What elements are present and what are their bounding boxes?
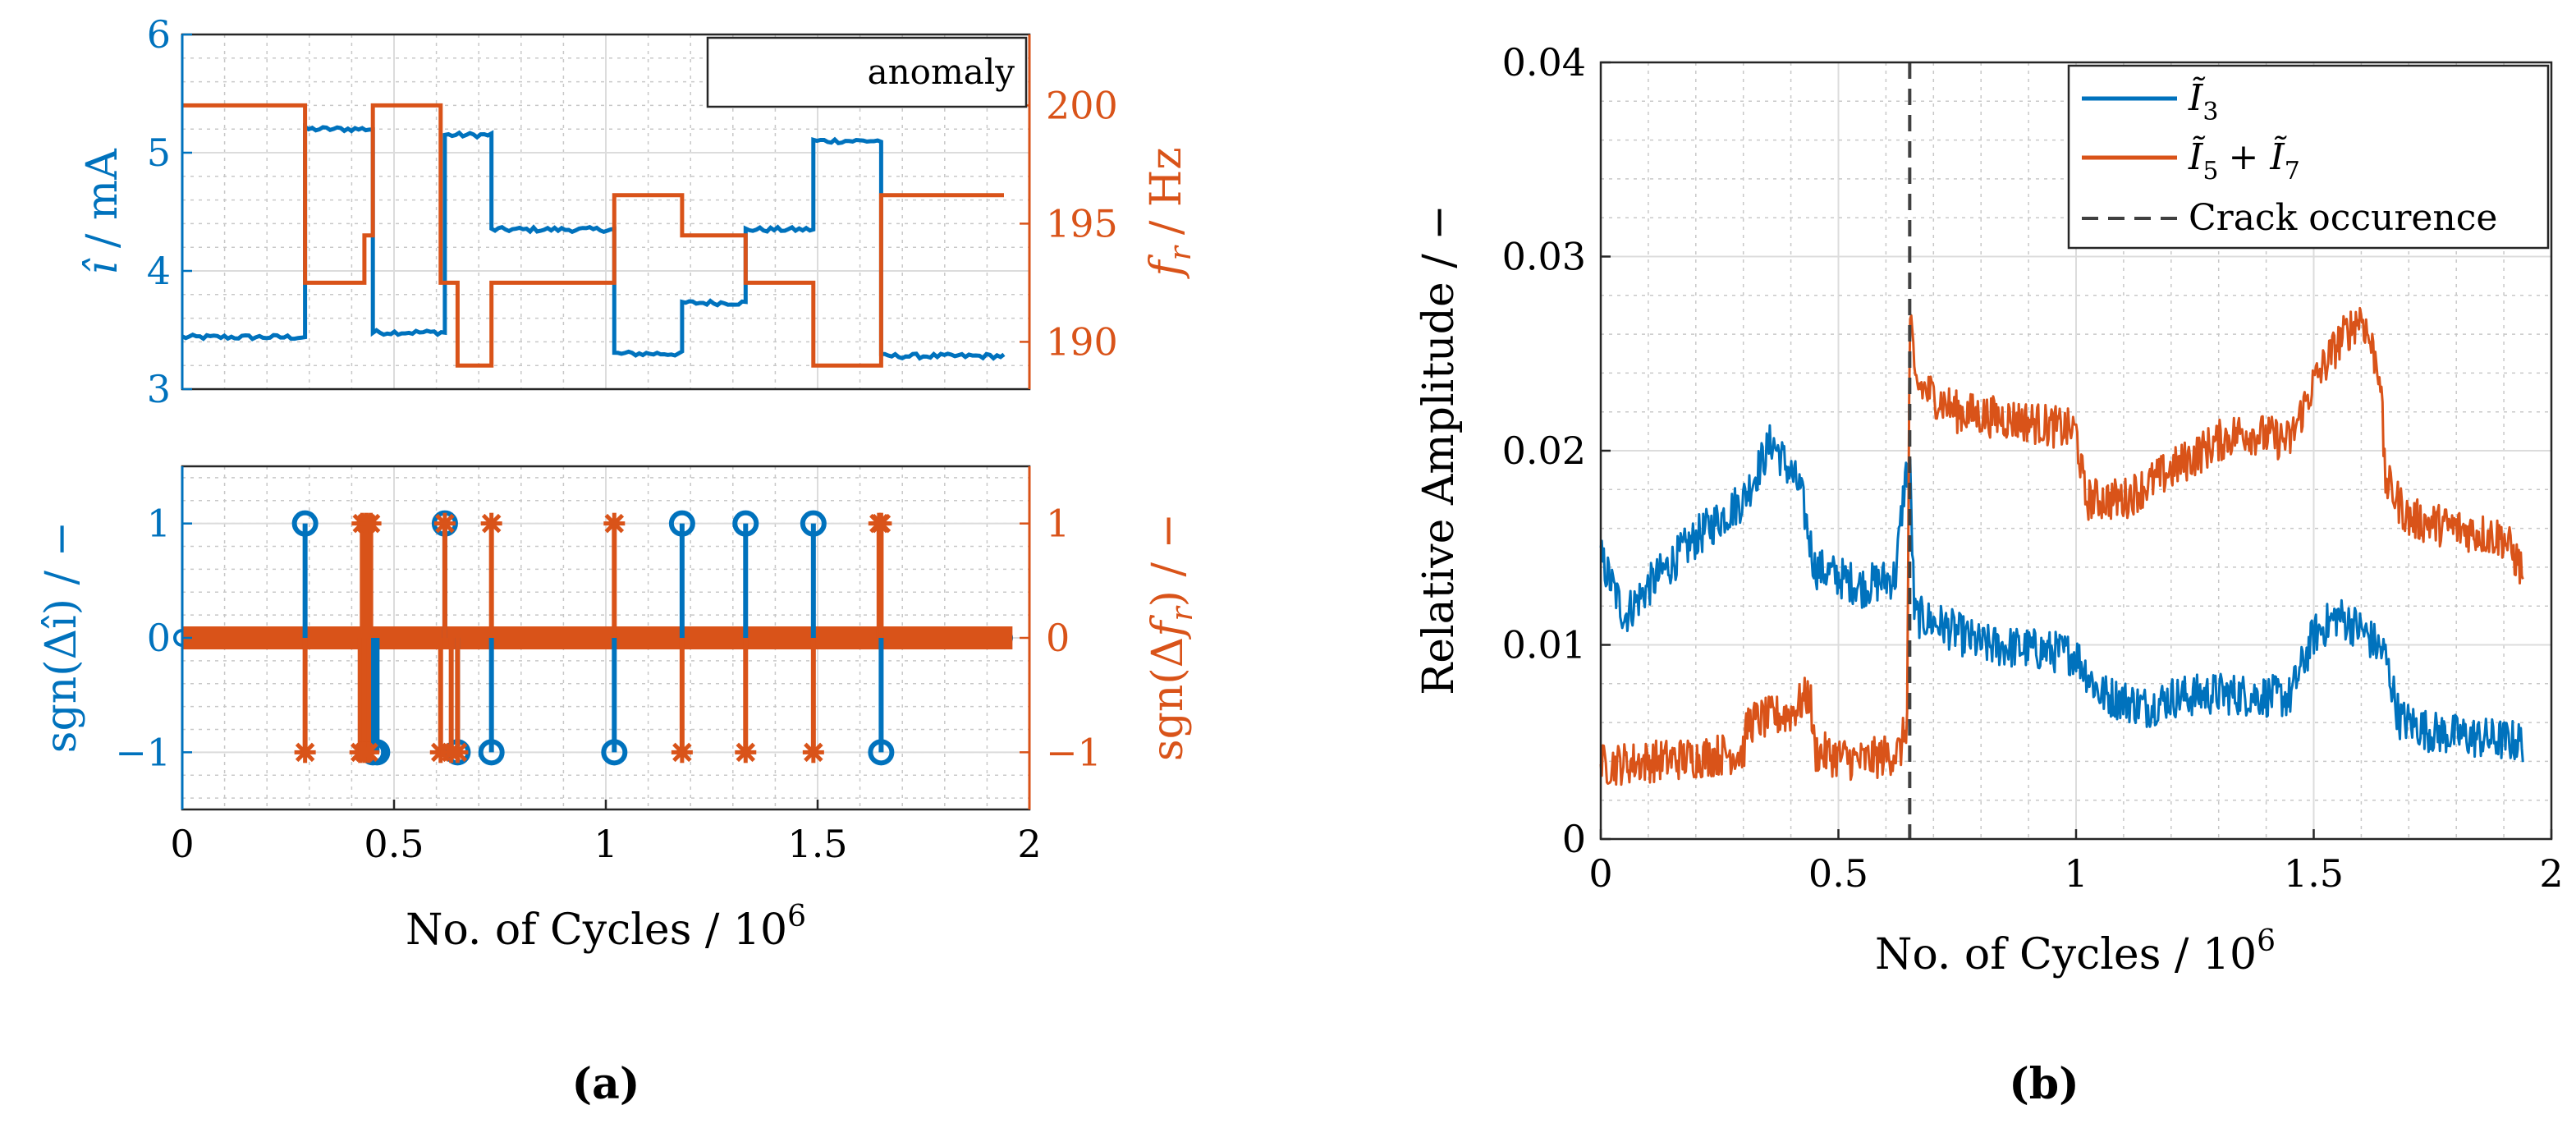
a-top-right-ylabel: fr/ Hz [1142,147,1198,279]
a-top-series [181,103,1006,368]
a-bottom-x-tick-label: 0.5 [364,822,424,866]
b-legend-i5-sub: 5 [2202,157,2218,186]
panel-a-bottom-chart: −1 0 1 −1 0 1 0 0.5 1 1.5 2 sgn(Δî) / − sgn(Δfr) /… [37,465,1199,955]
a-bottom-x-tick-label: 2 [1017,822,1041,866]
a-top-left-tick-label: 5 [147,131,171,175]
panel-b-chart: 00.010.020.030.040 0.5 1 1.5 2 Ĩ3 Ĩ5 + Ĩ7 Cra… [1414,40,2564,979]
panel-label-a: (a) [572,1059,640,1109]
a-bottom-stem-marker-circle [800,510,827,537]
a-bottom-stem-marker-asterisk [870,512,892,534]
b-legend-i3-symbol: Ĩ [2188,76,2206,119]
a-top-ticks: 3 4 5 6 190 195 200 [147,12,1118,411]
b-legend-i7-sub: 7 [2285,157,2300,186]
a-bottom-left-ylabel: sgn(Δî) / − [37,521,86,753]
a-bottom-x-tick-label: 1 [594,822,617,866]
a-bottom-stem-marker-asterisk [671,741,693,763]
b-line-I3 [1599,424,2524,763]
a-bottom-right-ylabel-sub: r [1166,606,1199,621]
a-bottom-stem-marker-asterisk [735,741,757,763]
b-y-tick-label: 0 [1562,817,1586,861]
a-bottom-stem-marker-asterisk [480,512,502,534]
a-top-line-current [181,122,1006,361]
panel-label-b: (b) [2009,1059,2079,1109]
a-top-right-tick-label: 190 [1046,319,1118,364]
a-bottom-stem-marker-circle [601,739,628,766]
a-top-legend: anomaly [706,36,1028,108]
a-top-legend-label: anomaly [868,52,1015,92]
b-x-tick-label: 0 [1588,851,1612,896]
a-bottom-xlabel: No. of Cycles / 106 [406,900,806,955]
a-top-right-ylabel-unit: / Hz [1142,147,1191,235]
b-xlabel-text: No. of Cycles / 10 [1875,930,2257,979]
a-bottom-right-ylabel-prefix: sgn(Δ [1144,637,1193,761]
a-bottom-right-tick-label: 0 [1046,616,1070,660]
a-top-right-ylabel-sub: r [1164,245,1198,260]
a-bottom-stem-marker-asterisk [433,512,456,534]
a-top-left-ylabel: î / mA [78,148,127,275]
b-legend-i7-symbol: + Ĩ [2228,135,2287,178]
a-bottom-right-tick-label: 1 [1046,502,1070,546]
b-legend: Ĩ3 Ĩ5 + Ĩ7 Crack occurence [2067,64,2550,250]
b-legend-i5-symbol: Ĩ [2188,135,2206,178]
b-xlabel-exponent: 6 [2257,924,2276,958]
b-y-tick-label: 0.04 [1502,40,1586,85]
b-series [1599,62,2524,839]
a-bottom-stems [173,510,1014,766]
b-ylabel: Relative Amplitude / − [1414,204,1464,695]
a-bottom-stem-marker-asterisk [358,741,380,763]
b-ticks: 0 0.01 0.02 0.03 0.04 0 0.5 1 1.5 2 [1502,40,2564,896]
a-top-right-tick-label: 195 [1046,201,1118,245]
b-y-tick-label: 0.01 [1502,623,1586,667]
b-legend-label-i3: Ĩ3 [2188,76,2218,126]
a-bottom-stem-marker-asterisk [603,512,626,534]
a-top-right-tick-label: 200 [1046,83,1118,127]
a-bottom-x-tick-label: 1.5 [787,822,847,866]
a-bottom-left-tick-label: 1 [147,502,171,546]
a-bottom-right-ylabel-suffix: ) / − [1144,513,1193,607]
a-bottom-left-tick-label: 0 [147,616,171,660]
b-x-tick-label: 1.5 [2284,851,2344,896]
b-x-tick-label: 2 [2539,851,2563,896]
a-bottom-stem-marker-circle [291,510,319,537]
a-top-line-frequency [182,103,1004,368]
a-bottom-left-tick-label: −1 [115,730,171,774]
a-top-left-ylabel-unit: / mA [78,148,127,248]
b-line-I5+I7 [1599,306,2524,786]
a-bottom-right-ylabel: sgn(Δfr) / − [1144,513,1199,761]
a-bottom-right-tick-label: −1 [1046,730,1102,774]
a-bottom-stem-marker-circle [868,739,895,766]
b-y-tick-label: 0.03 [1502,235,1586,279]
b-legend-i3-sub: 3 [2202,98,2218,126]
a-bottom-stem-marker-asterisk [447,741,469,763]
a-top-left-tick-label: 6 [147,12,171,57]
a-bottom-stem-marker-circle [668,510,695,537]
a-bottom-stem-marker-circle [732,510,759,537]
a-top-left-tick-label: 3 [147,367,171,411]
a-bottom-baseline-orange [182,626,1013,649]
b-x-tick-label: 1 [2064,851,2088,896]
a-top-left-ylabel-symbol: î [78,258,127,275]
a-bottom-xlabel-exponent: 6 [787,900,806,933]
b-legend-label-i5i7: Ĩ5 + Ĩ7 [2188,135,2300,186]
b-grid [1601,62,2551,839]
a-bottom-xlabel-text: No. of Cycles / 10 [406,906,787,955]
a-bottom-ticks: −1 0 1 −1 0 1 0 0.5 1 1.5 2 [115,466,1102,866]
a-bottom-stem-marker-asterisk [360,512,382,534]
a-bottom-stem-marker-asterisk [802,741,824,763]
b-legend-label-crack: Crack occurence [2189,197,2497,239]
b-x-tick-label: 0.5 [1808,851,1868,896]
b-y-tick-label: 0.02 [1502,429,1586,473]
a-top-left-tick-label: 4 [147,249,171,293]
a-bottom-stem-marker-asterisk [294,741,316,763]
b-xlabel: No. of Cycles / 106 [1875,924,2276,979]
a-bottom-stem-marker-circle [478,739,505,766]
a-bottom-x-tick-label: 0 [170,822,194,866]
